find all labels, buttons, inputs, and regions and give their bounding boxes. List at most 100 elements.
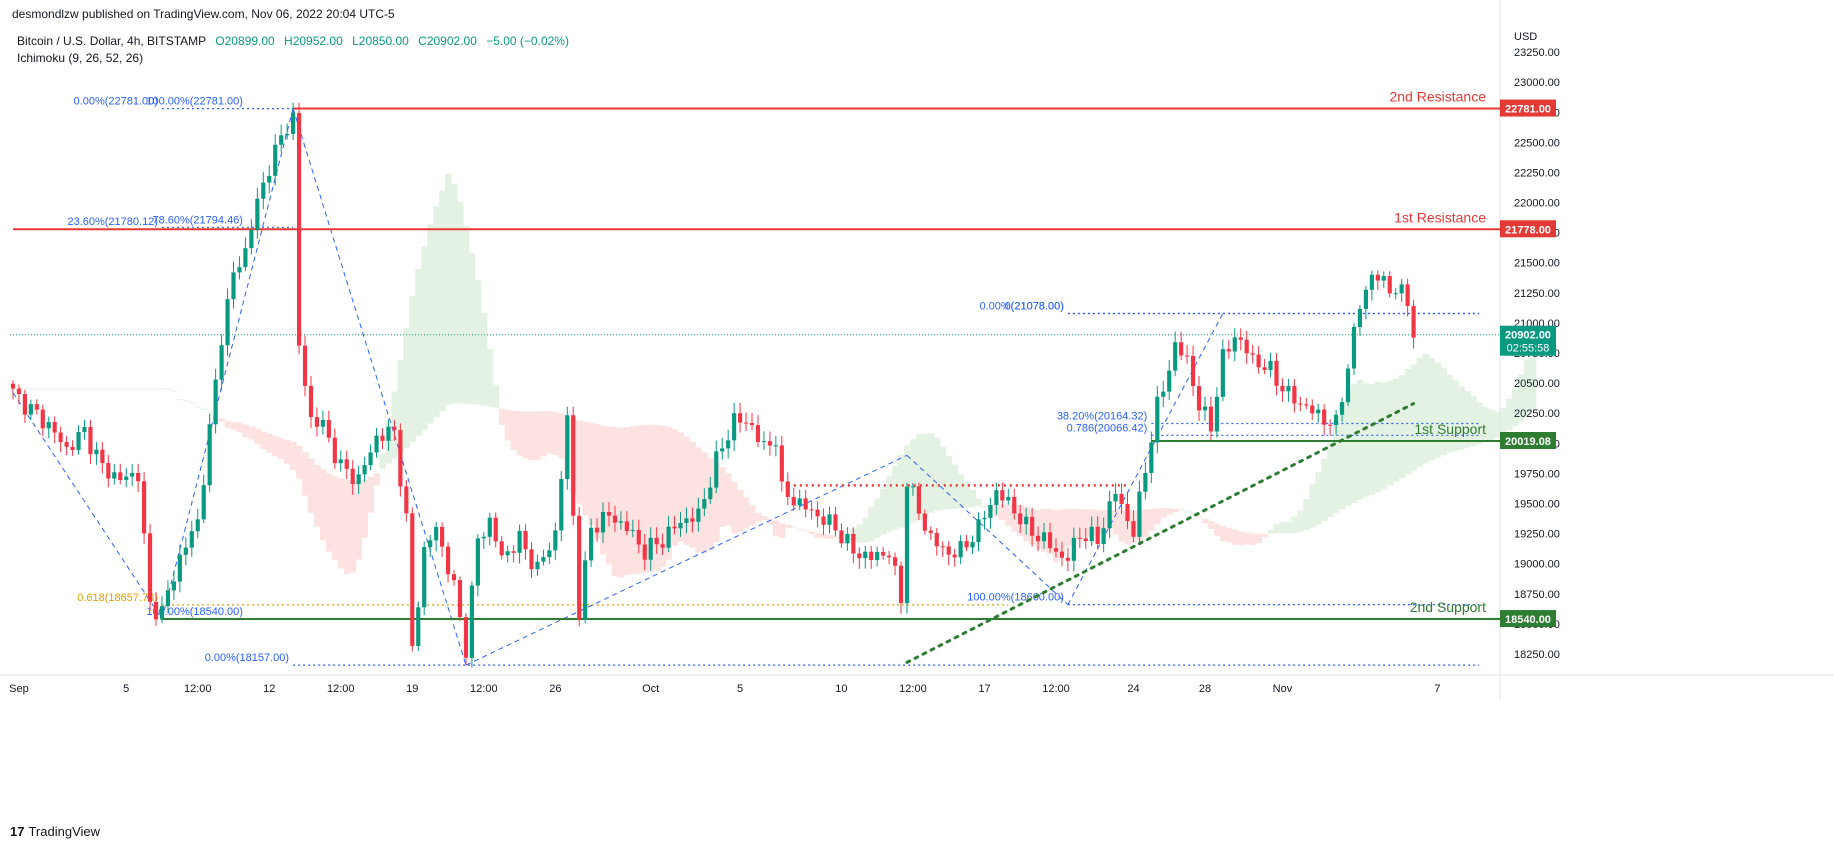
cloud-segment bbox=[594, 424, 601, 539]
cloud-segment bbox=[522, 411, 530, 459]
cloud-segment bbox=[1231, 529, 1239, 545]
candle-body bbox=[1244, 339, 1249, 354]
candle-body bbox=[887, 555, 892, 558]
footer-brand[interactable]: 17 TradingView bbox=[10, 824, 100, 839]
cloud-segment bbox=[963, 481, 971, 508]
countdown-label: 02:55:58 bbox=[1507, 343, 1550, 355]
candle-body bbox=[1065, 557, 1070, 561]
cloud-segment bbox=[1398, 375, 1406, 479]
candle-body bbox=[22, 393, 27, 415]
cloud-segment bbox=[278, 438, 285, 460]
candle-body bbox=[46, 422, 51, 429]
candle-body bbox=[1083, 538, 1088, 542]
candle-body bbox=[368, 452, 373, 466]
swing-line bbox=[161, 108, 294, 620]
price-axis[interactable]: 18250.0018500.0018750.0019000.0019250.00… bbox=[1514, 31, 1560, 661]
cloud-segment bbox=[1440, 367, 1447, 456]
candle-body bbox=[845, 533, 850, 544]
cloud-segment bbox=[445, 173, 452, 406]
cloud-segment bbox=[1446, 374, 1453, 453]
candle-body bbox=[785, 481, 790, 497]
cloud-segment bbox=[671, 429, 679, 546]
candle-body bbox=[171, 581, 176, 591]
cloud-segment bbox=[528, 411, 535, 461]
candle-body bbox=[1024, 516, 1029, 525]
candle-body bbox=[1405, 284, 1410, 306]
candle-body bbox=[612, 515, 618, 523]
cloud-segment bbox=[1160, 508, 1167, 518]
cloud-segment bbox=[1452, 380, 1459, 451]
candle-body bbox=[1107, 501, 1112, 529]
cloud-segment bbox=[1345, 390, 1352, 506]
cloud-segment bbox=[606, 426, 613, 565]
candle-body bbox=[1018, 513, 1023, 525]
cloud-segment bbox=[909, 439, 917, 523]
cloud-segment bbox=[629, 426, 637, 575]
cloud-segment bbox=[1428, 357, 1435, 461]
candle-body bbox=[1202, 406, 1208, 411]
cloud-segment bbox=[719, 467, 726, 528]
candle-body bbox=[386, 426, 391, 441]
candle-body bbox=[392, 426, 397, 431]
candle-body bbox=[1053, 548, 1059, 552]
candle-body bbox=[142, 481, 147, 534]
cloud-segment bbox=[749, 505, 756, 526]
candle-body bbox=[136, 472, 141, 482]
x-tick-label: 26 bbox=[549, 683, 561, 695]
cloud-segment bbox=[814, 532, 822, 538]
fib-label: 0(21078.00) bbox=[1005, 301, 1064, 313]
cloud-segment bbox=[802, 530, 810, 532]
y-tick-label: 19750.00 bbox=[1514, 468, 1560, 480]
candle-body bbox=[1328, 424, 1333, 426]
y-tick-label: 22000.00 bbox=[1514, 198, 1560, 210]
cloud-segment bbox=[1488, 409, 1495, 441]
cloud-segment bbox=[302, 452, 309, 496]
candle-body bbox=[267, 175, 272, 183]
cloud-segment bbox=[349, 481, 357, 573]
cloud-segment bbox=[1207, 521, 1215, 529]
candle-body bbox=[249, 229, 254, 249]
x-tick-label: 12:00 bbox=[327, 683, 355, 695]
candle-body bbox=[1399, 284, 1404, 294]
cloud-segment bbox=[248, 426, 255, 440]
indicator-legend[interactable]: Ichimoku (9, 26, 52, 26) bbox=[17, 51, 144, 65]
candle-body bbox=[195, 519, 200, 532]
candle-body bbox=[469, 585, 474, 658]
candle-body bbox=[70, 446, 75, 451]
cloud-segment bbox=[665, 427, 673, 560]
candle-body bbox=[94, 449, 99, 455]
level-name: 1st Support bbox=[1414, 421, 1486, 437]
candle-body bbox=[428, 540, 433, 548]
x-tick-label: 12 bbox=[263, 683, 275, 695]
symbol-title[interactable]: Bitcoin / U.S. Dollar, 4h, BITSTAMP bbox=[17, 34, 206, 48]
cloud-segment bbox=[236, 422, 243, 433]
cloud-segment bbox=[1005, 504, 1012, 527]
cloud-segment bbox=[582, 421, 589, 516]
cloud-segment bbox=[880, 488, 887, 535]
cloud-segment bbox=[194, 406, 202, 408]
candle-body bbox=[678, 522, 683, 529]
cloud-segment bbox=[981, 505, 988, 507]
candle-body bbox=[940, 546, 945, 548]
candle-body bbox=[1268, 360, 1273, 371]
candle-body bbox=[64, 442, 69, 447]
cloud-segment bbox=[27, 388, 35, 390]
candle-body bbox=[624, 521, 629, 532]
cloud-segment bbox=[81, 388, 88, 390]
fib-label: 100.00%(18540.00) bbox=[146, 606, 243, 618]
candle-body bbox=[338, 459, 343, 464]
candle-body bbox=[28, 404, 33, 415]
cloud-segment bbox=[421, 246, 428, 430]
candle-body bbox=[571, 415, 576, 516]
candle-body bbox=[815, 509, 820, 517]
candle-body bbox=[165, 590, 171, 607]
cloud-segment bbox=[367, 476, 375, 513]
cloud-segment bbox=[296, 445, 303, 479]
time-axis[interactable]: Sep 5 12:00 12 12:00 19 12:00 26 Oct 5 10 12:00 17 12… bbox=[9, 683, 1440, 695]
candle-body bbox=[106, 463, 111, 479]
candle-body bbox=[1131, 521, 1136, 537]
candle-body bbox=[743, 422, 749, 424]
cloud-segment bbox=[1333, 422, 1340, 513]
cloud-segment bbox=[1386, 380, 1394, 486]
